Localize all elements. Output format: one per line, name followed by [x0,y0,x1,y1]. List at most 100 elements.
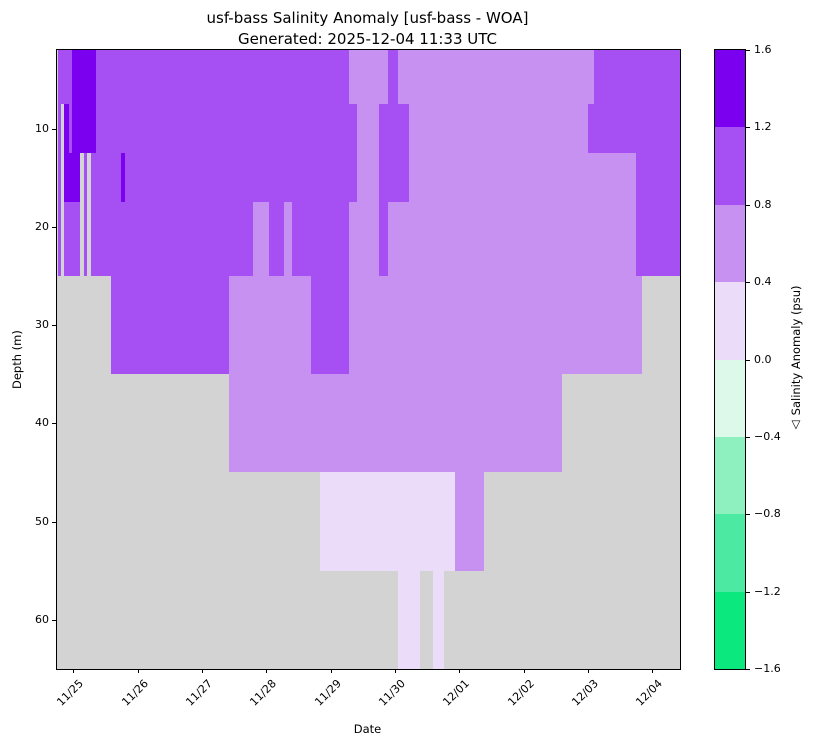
heatmap-cell [398,104,409,202]
colorbar-tick-label: −0.4 [754,430,781,443]
heatmap-cell [433,472,444,669]
colorbar-band [715,591,745,669]
heatmap-cell [311,374,320,472]
y-tick-mark [52,129,56,130]
heatmap-cell [594,50,636,153]
heatmap-cell [484,50,562,472]
heatmap-cell [84,50,87,153]
colorbar-band [715,436,745,515]
heatmap-cell [284,202,292,472]
colorbar-tick-mark [746,592,750,593]
x-tick-mark [395,669,396,673]
y-tick-mark [52,325,56,326]
heatmap-cell [349,472,357,571]
colorbar-tick-label: 1.2 [754,120,772,133]
colorbar-band [715,50,745,128]
heatmap-cell [409,472,420,669]
x-tick-mark [73,669,74,673]
heatmap-cell [229,50,253,276]
heatmap-cell [80,50,84,153]
heatmap-cell [121,50,125,153]
heatmap-cell [388,472,398,571]
heatmap-cell [320,50,349,374]
colorbar-tick-mark [746,127,750,128]
heatmap-cell [292,276,311,472]
colorbar-band [715,204,745,283]
heatmap-cell [636,276,642,374]
y-tick-label: 30 [35,318,49,331]
colorbar-label: △ Salinity Anomaly (psu) [789,285,803,434]
heatmap-cell [379,104,388,276]
heatmap-cell [588,104,594,153]
y-tick-label: 40 [35,416,49,429]
y-tick-mark [52,423,56,424]
x-tick-mark [588,669,589,673]
colorbar-tick-mark [746,437,750,438]
colorbar-band [715,359,745,437]
heatmap-cell [444,472,455,571]
colorbar-tick-label: 0.8 [754,198,772,211]
colorbar [714,49,746,670]
heatmap-cell [420,50,433,472]
y-tick-mark [52,620,56,621]
heatmap-cell [87,50,91,153]
plot-area [56,49,681,670]
y-tick-label: 10 [35,122,49,135]
heatmap-cell [357,472,379,571]
heatmap-cell [562,50,588,374]
heatmap-cell [433,50,444,472]
heatmap-cell [349,202,357,472]
heatmap-cell [379,276,388,472]
x-axis-label: Date [353,722,382,736]
heatmap-cell [284,50,292,202]
heatmap-cell [398,472,409,669]
heatmap-cell [229,276,253,472]
heatmap-cell [349,50,357,104]
y-tick-label: 50 [35,515,49,528]
heatmap-cell [84,153,87,276]
y-tick-label: 20 [35,220,49,233]
heatmap-cell [357,50,379,472]
heatmap-cell [58,50,61,276]
heatmap-cell [91,153,96,276]
heatmap-cell [69,50,72,153]
colorbar-tick-label: 0.0 [754,353,772,366]
heatmap-cell [253,202,269,472]
heatmap-cell [269,276,284,472]
heatmap-cell [292,50,311,276]
heatmap-cell [588,153,594,374]
heatmap-cell [636,50,642,276]
heatmap-cell [269,50,284,276]
heatmap-cell [69,153,72,202]
heatmap-cell [388,50,398,202]
chart-title: usf-bass Salinity Anomaly [usf-bass - WO… [206,9,529,27]
y-tick-label: 60 [35,613,49,626]
heatmap-cell [96,50,111,276]
heatmap-cell [311,50,320,374]
colorbar-tick-mark [746,205,750,206]
heatmap-cell [72,202,80,276]
colorbar-tick-mark [746,50,750,51]
heatmap-cell [91,50,96,153]
heatmap-cell [125,50,229,374]
x-tick-mark [266,669,267,673]
heatmap-cell [253,50,269,202]
y-tick-mark [52,522,56,523]
x-tick-mark [652,669,653,673]
colorbar-band [715,127,745,205]
colorbar-band [715,282,745,360]
colorbar-tick-label: −1.2 [754,585,781,598]
heatmap-cell [64,104,69,202]
heatmap-cell [320,472,349,571]
x-tick-mark [331,669,332,673]
heatmap-cell [64,202,69,276]
heatmap-cell [409,50,420,472]
heatmap-cell [379,50,388,104]
heatmap-cell [69,202,72,276]
heatmap-cell [388,202,398,472]
colorbar-tick-mark [746,282,750,283]
heatmap-cell [642,50,680,276]
x-tick-mark [459,669,460,673]
heatmap-cell [420,472,433,571]
